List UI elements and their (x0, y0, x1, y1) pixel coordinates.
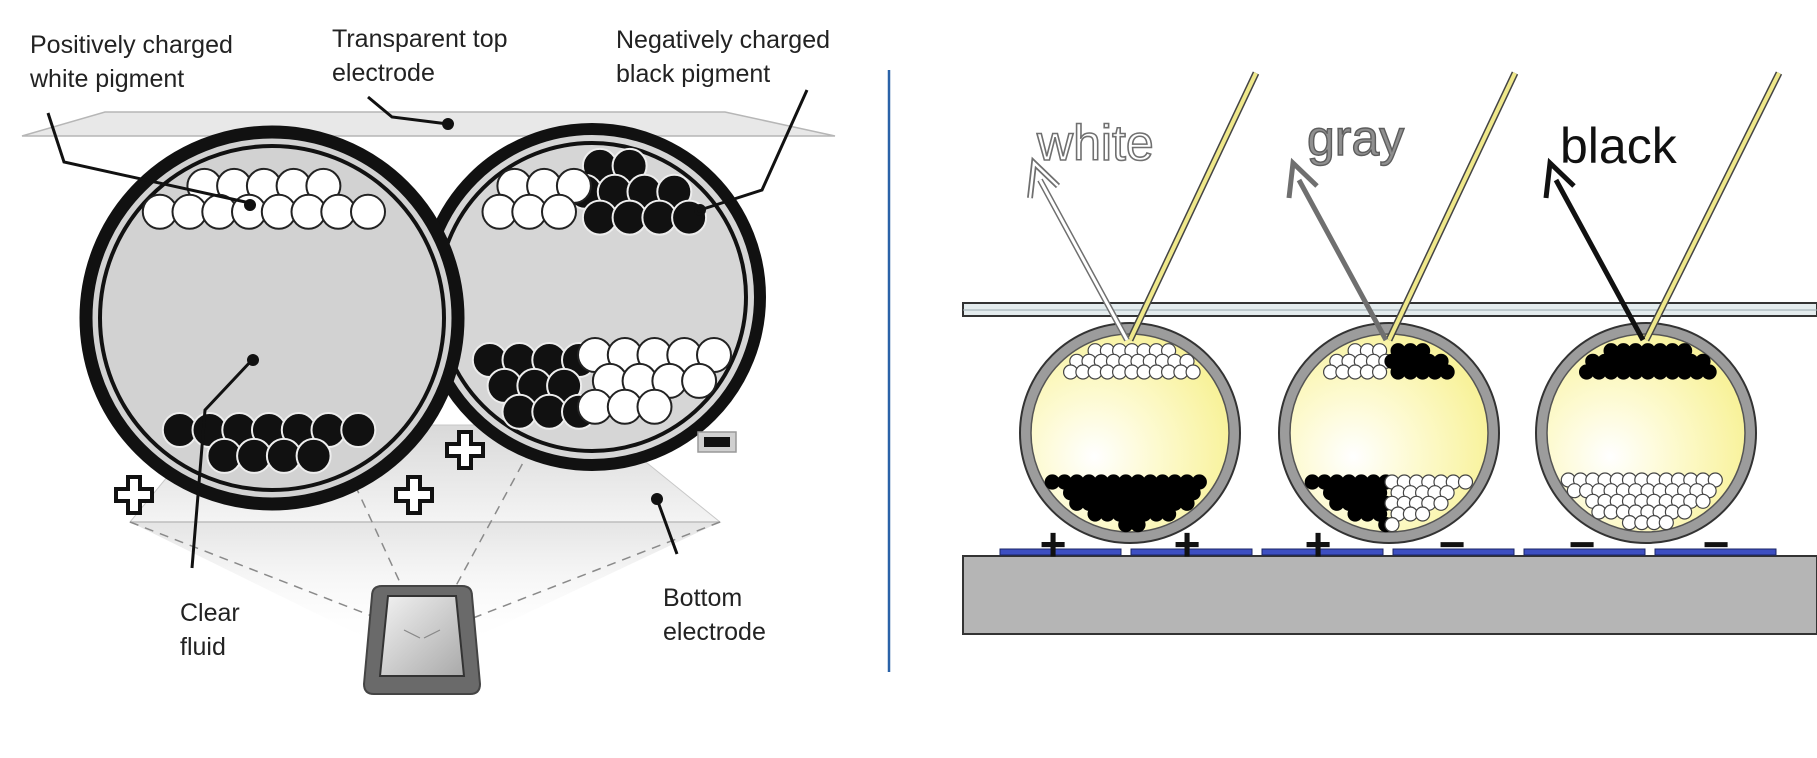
black-particle (1179, 495, 1195, 511)
white-particle (1658, 514, 1674, 531)
electrode-sign: − (1569, 518, 1596, 570)
capsule-white-state (1019, 322, 1241, 544)
black-particle (1701, 364, 1717, 380)
right-panel: + + + − − − white (962, 71, 1817, 635)
minus-charge-icon (697, 431, 737, 453)
white-pigment-particle (350, 193, 386, 230)
left-panel: Positively charged white pigment Transpa… (21, 25, 837, 695)
label-white-state: white (1036, 115, 1154, 171)
label-gray-state: gray (1307, 110, 1404, 166)
white-particle (1185, 364, 1201, 380)
white-pigment-particle (636, 388, 673, 425)
white-particle (1384, 516, 1400, 533)
white-pigment-particle (541, 193, 577, 230)
black-particle (1160, 506, 1177, 522)
label-clear-fluid: Clear fluid (180, 599, 247, 661)
eye-viewer-icon (362, 585, 482, 695)
plus-charge-icon (445, 430, 485, 470)
capsule-gray-state (1278, 322, 1500, 544)
black-pigment-particle (295, 437, 332, 474)
electrode-sign: + (1305, 518, 1332, 570)
white-particle (1457, 474, 1474, 490)
label-white-pigment: Positively charged white pigment (29, 31, 240, 93)
plus-charge-icon (114, 475, 154, 515)
bottom-electrodes (999, 548, 1777, 556)
capsule-black-state (1535, 322, 1757, 544)
electrode-sign: − (1439, 518, 1466, 570)
capsule-1 (79, 125, 465, 511)
incident-light-rays (1126, 71, 1783, 342)
white-particle (1433, 495, 1449, 511)
electrode-sign: + (1174, 518, 1201, 570)
white-particle (1414, 506, 1431, 522)
pointer-lines (46, 89, 809, 569)
reflected-light-arrows (1027, 156, 1646, 342)
white-particle (1695, 493, 1711, 509)
black-particle (1130, 516, 1146, 533)
top-electrode-plane (21, 111, 836, 137)
black-particle (1439, 364, 1455, 380)
viewing-cone (130, 522, 720, 640)
label-black-state: black (1560, 118, 1678, 174)
label-black-pigment: Negatively charged black pigment (616, 26, 837, 88)
label-bottom-electrode: Bottom electrode (663, 584, 766, 646)
white-pigment-particle (681, 362, 718, 399)
label-top-electrode: Transparent top electrode (332, 25, 515, 87)
capsule-2 (418, 123, 766, 471)
white-particle (1676, 504, 1693, 520)
white-particle (1371, 364, 1388, 380)
plus-charge-icon (394, 475, 434, 515)
substrate (962, 555, 1817, 635)
black-pigment-particle (340, 412, 377, 448)
electrode-sign: − (1703, 518, 1730, 570)
electrode-sign: + (1040, 518, 1067, 570)
